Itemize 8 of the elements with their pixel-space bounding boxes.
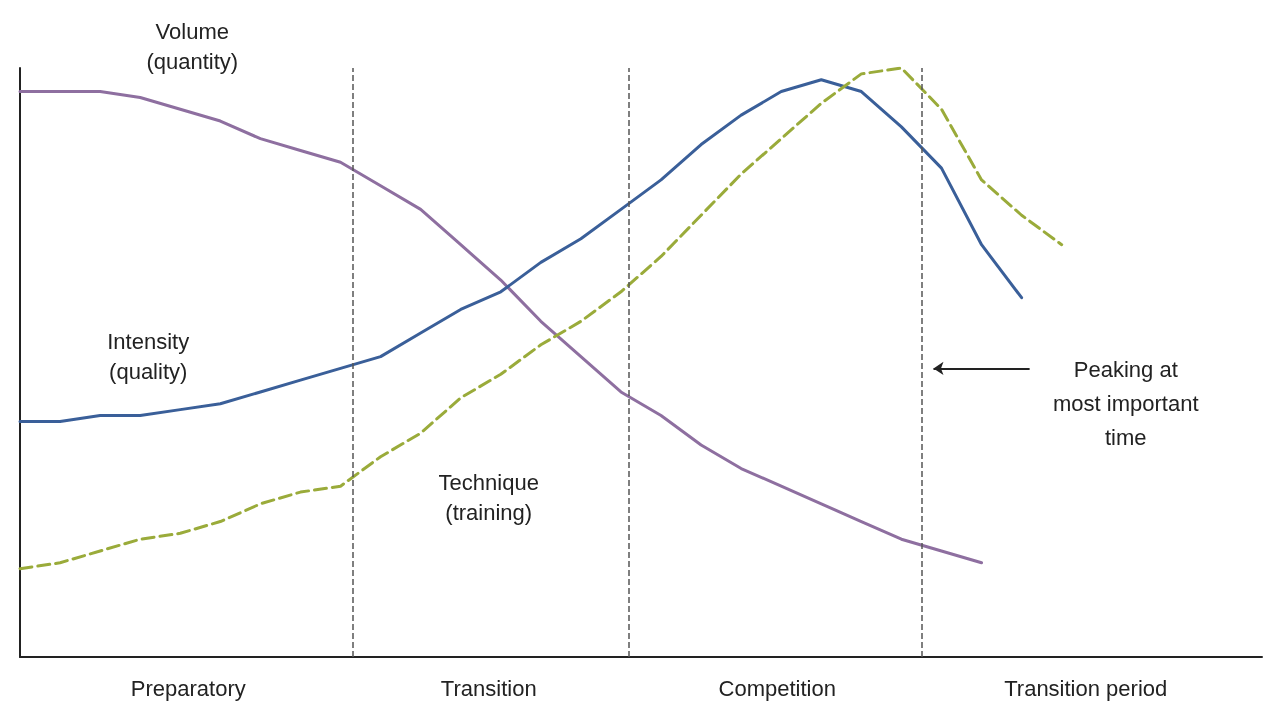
text: Transition period bbox=[1004, 675, 1168, 701]
text: Preparatory bbox=[130, 675, 246, 701]
series-label: Volume (quantity) bbox=[146, 18, 239, 74]
series-label: Technique (training) bbox=[438, 470, 539, 526]
text: Transition bbox=[440, 675, 537, 701]
series-label: Intensity (quality) bbox=[107, 329, 190, 385]
annotation: Peaking at most important time bbox=[1053, 356, 1199, 450]
text: Competition bbox=[718, 675, 836, 701]
